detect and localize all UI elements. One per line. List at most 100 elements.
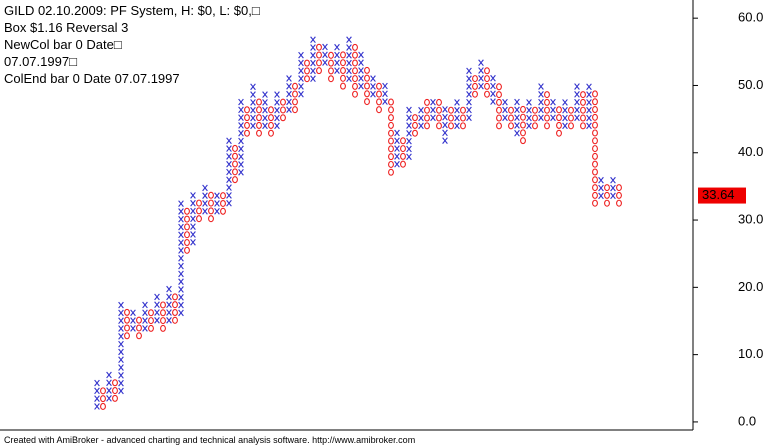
x-column <box>334 43 340 74</box>
o-column <box>328 51 334 83</box>
x-column <box>358 51 364 90</box>
o-column <box>184 207 190 254</box>
y-tick-label: 30.0 <box>738 211 763 226</box>
x-column <box>322 43 328 66</box>
x-column <box>502 98 508 122</box>
o-column <box>376 82 382 114</box>
x-column <box>286 75 292 113</box>
o-column <box>352 43 358 98</box>
o-column <box>424 98 430 130</box>
title-line: ColEnd bar 0 Date 07.07.1997 <box>4 71 180 86</box>
x-column <box>214 192 220 215</box>
o-column <box>556 106 562 137</box>
title-line: NewCol bar 0 Date□ <box>4 37 122 52</box>
o-column <box>616 184 622 207</box>
o-column <box>112 379 118 402</box>
o-column <box>148 309 154 332</box>
x-column <box>346 36 352 83</box>
title-line: Box $1.16 Reversal 3 <box>4 20 128 35</box>
x-column <box>166 285 172 324</box>
x-column <box>202 184 208 215</box>
y-tick-label: 20.0 <box>738 279 763 294</box>
x-column <box>298 51 304 98</box>
o-column <box>580 91 586 130</box>
o-column <box>172 293 178 324</box>
x-column <box>394 129 400 168</box>
x-column <box>154 293 160 324</box>
x-column <box>382 82 388 105</box>
x-column <box>562 99 568 130</box>
o-column <box>196 199 202 223</box>
x-column <box>262 91 268 130</box>
x-column <box>442 106 448 144</box>
o-column <box>568 106 574 130</box>
x-column <box>106 371 112 402</box>
o-column <box>268 106 274 137</box>
o-column <box>412 114 418 137</box>
x-column <box>274 91 280 130</box>
x-column <box>250 83 256 130</box>
x-column <box>130 309 136 332</box>
y-tick-label: 10.0 <box>738 346 763 361</box>
x-column <box>514 98 520 137</box>
o-column <box>544 91 550 130</box>
x-column <box>466 67 472 122</box>
x-column <box>598 176 604 200</box>
x-column <box>454 99 460 130</box>
o-column <box>532 106 538 130</box>
o-column <box>460 106 466 130</box>
x-column <box>238 98 244 176</box>
last-value-label: 33.64 <box>702 187 735 202</box>
x-column <box>178 200 184 317</box>
x-column <box>610 176 616 200</box>
o-column <box>448 106 454 130</box>
x-column <box>490 74 496 105</box>
o-column <box>292 82 298 114</box>
x-column <box>430 98 436 122</box>
x-column <box>418 106 424 130</box>
y-tick-label: 40.0 <box>738 144 763 159</box>
x-column <box>94 379 100 410</box>
o-column <box>496 83 502 130</box>
o-column <box>604 184 610 207</box>
o-column <box>232 144 238 184</box>
o-column <box>160 301 166 332</box>
x-column <box>370 75 376 98</box>
o-column <box>124 308 130 340</box>
x-column <box>586 83 592 130</box>
x-column <box>550 98 556 122</box>
y-tick-label: 0.0 <box>738 413 756 428</box>
last-value-box <box>698 187 746 204</box>
o-column <box>304 59 310 83</box>
o-column <box>472 75 478 98</box>
o-column <box>340 51 346 90</box>
o-column <box>388 98 394 176</box>
footer: Created with AmiBroker - advanced charti… <box>4 435 415 445</box>
x-column <box>406 106 412 161</box>
o-column <box>436 98 442 130</box>
x-column <box>190 192 196 246</box>
o-column <box>136 316 142 340</box>
title-line: GILD 02.10.2009: PF System, H: $0, L: $0… <box>4 3 260 18</box>
x-column <box>478 59 484 90</box>
o-column <box>100 387 106 410</box>
x-column <box>142 301 148 332</box>
o-column <box>364 66 370 106</box>
o-column <box>484 67 490 98</box>
o-column <box>208 191 214 223</box>
o-column <box>280 98 286 122</box>
o-column <box>508 106 514 130</box>
o-column <box>520 105 526 145</box>
o-column <box>316 43 322 75</box>
x-column <box>226 137 232 207</box>
o-column <box>244 106 250 137</box>
y-tick-label: 60.0 <box>738 10 763 25</box>
x-column <box>526 99 532 130</box>
o-column <box>256 98 262 137</box>
y-tick-label: 50.0 <box>738 77 763 92</box>
o-column <box>400 137 406 168</box>
x-column <box>118 301 124 395</box>
x-column <box>574 83 580 122</box>
o-column <box>592 90 598 207</box>
